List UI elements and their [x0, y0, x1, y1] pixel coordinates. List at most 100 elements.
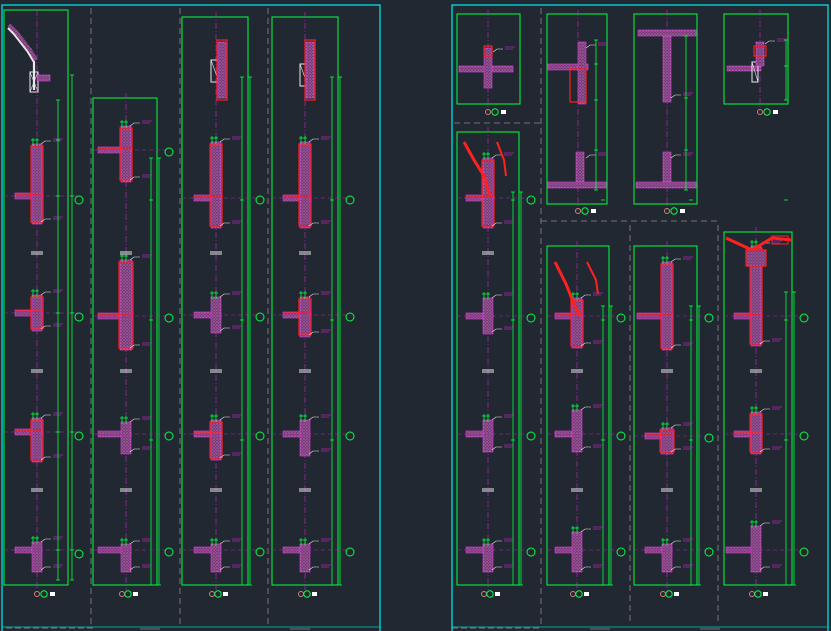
level-bubble [799, 431, 809, 441]
wall-column [299, 419, 311, 457]
roof-slope [7, 27, 36, 90]
level-bubble [164, 547, 174, 557]
grid-label-box [763, 592, 768, 596]
leader-line [670, 540, 681, 545]
leader-line [491, 540, 502, 545]
roof-ridge-rebar [725, 236, 793, 252]
wall-column [577, 41, 587, 105]
grid-mark [664, 208, 670, 214]
level-bubble [526, 547, 536, 557]
upper-rebar [216, 39, 228, 101]
leader-line [308, 331, 319, 336]
wall-column [575, 151, 585, 187]
leader-line [580, 528, 591, 533]
detail-5 [456, 10, 521, 116]
level-bubble [255, 547, 265, 557]
roof-slab [637, 29, 697, 37]
grid-mark [570, 591, 576, 597]
level-bubble [74, 549, 84, 559]
level-bubble [704, 433, 714, 443]
detail-12 [723, 199, 809, 598]
leader-line [219, 454, 230, 459]
detail-frame [633, 13, 698, 205]
leader-line [40, 140, 51, 145]
detail-frame [723, 13, 789, 105]
leader-line [670, 566, 681, 571]
roof-slab [7, 23, 38, 62]
leader-line [491, 222, 502, 227]
wall-column [661, 543, 673, 573]
wall-column [571, 409, 583, 453]
grid-label-box [495, 592, 500, 596]
level-bubble [74, 195, 84, 205]
leader-line [670, 344, 681, 349]
upper-rebar [304, 39, 316, 101]
wall-column [31, 417, 43, 463]
wall-column [210, 141, 222, 229]
leader-line [40, 566, 51, 571]
leader-line [580, 342, 591, 347]
leader-line [129, 176, 140, 181]
leader-line [129, 418, 140, 423]
grid-bubble [754, 590, 762, 598]
leader-line [40, 291, 51, 296]
leader-line [219, 138, 230, 143]
detail-7 [633, 10, 698, 215]
wall-column [482, 543, 494, 573]
leader-line [129, 344, 140, 349]
detail-frame [546, 13, 608, 205]
leader-line [308, 416, 319, 421]
grid-bubble [581, 207, 589, 215]
leader-line [585, 44, 596, 49]
level-bubble [704, 547, 714, 557]
leader-line [219, 566, 230, 571]
level-bubble [799, 313, 809, 323]
level-bubble [704, 313, 714, 323]
grid-bubble [303, 590, 311, 598]
leader-line [585, 154, 596, 159]
leader-line [759, 566, 770, 571]
wall-column [31, 541, 43, 573]
sheet-left [1, 4, 381, 631]
detail-frame [546, 245, 610, 586]
wall-column [483, 47, 493, 89]
detail-frame [723, 231, 793, 586]
leader-line [40, 414, 51, 419]
leader-line [580, 566, 591, 571]
roof-slope-rebar [553, 261, 582, 317]
grid-mark [119, 591, 125, 597]
leader-line [492, 48, 503, 53]
leader-line [129, 566, 140, 571]
floor-slab [547, 63, 589, 71]
grid-bubble [486, 590, 494, 598]
leader-line [491, 416, 502, 421]
window-cross [751, 61, 759, 83]
grid-label-box [133, 592, 138, 596]
parapet [37, 74, 51, 82]
leader-line [40, 325, 51, 330]
sheet-right-frame [451, 4, 829, 631]
detail-frame [456, 13, 521, 105]
level-bubble [74, 431, 84, 441]
floor-slab [726, 65, 762, 72]
level-bubble [255, 312, 265, 322]
leader-line [670, 424, 681, 429]
leader-line [308, 450, 319, 455]
level-bubble [164, 147, 174, 157]
rebar-outline [569, 67, 587, 103]
wall-column [661, 261, 673, 351]
grid-label-box [50, 592, 55, 596]
detail-6 [546, 10, 608, 215]
leader-line [759, 522, 770, 527]
leader-line [219, 540, 230, 545]
level-bubble [164, 431, 174, 441]
leader-line [219, 327, 230, 332]
leader-line [219, 222, 230, 227]
leader-line [670, 94, 681, 99]
gutter-rebar [496, 141, 507, 177]
detail-11 [633, 199, 714, 598]
wall-column [31, 143, 43, 225]
grid-bubble [763, 108, 771, 116]
level-bubble [526, 431, 536, 441]
